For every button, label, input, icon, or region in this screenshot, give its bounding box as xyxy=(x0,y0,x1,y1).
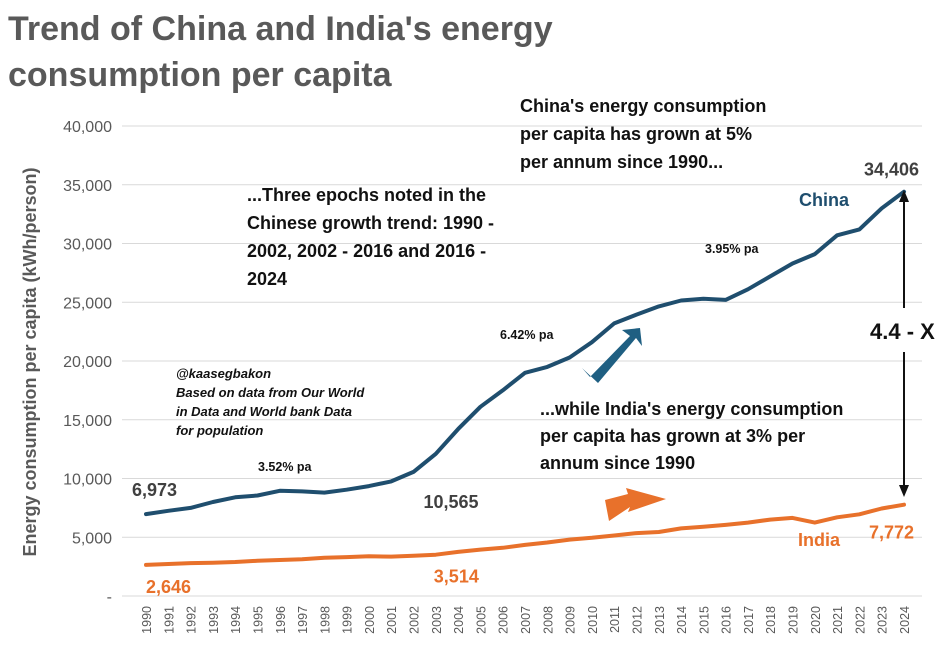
china-growth-note-1: China's energy consumption xyxy=(520,96,766,116)
series-line-india xyxy=(144,502,906,567)
x-tick-label: 2022 xyxy=(853,606,867,634)
epochs-note-1: ...Three epochs noted in the xyxy=(247,185,486,205)
x-tick-label: 1994 xyxy=(229,606,243,634)
y-tick-label: 35,000 xyxy=(63,178,112,195)
india-growth-note-3: annum since 1990 xyxy=(540,453,695,473)
china-trend-arrow xyxy=(582,328,642,383)
x-tick-label: 2003 xyxy=(430,606,444,634)
x-tick-label: 2012 xyxy=(630,606,644,634)
x-tick-label: 1992 xyxy=(185,606,199,634)
china-growth-note-3: per annum since 1990... xyxy=(520,152,723,172)
x-tick-label: 2023 xyxy=(876,606,890,634)
x-tick-label: 1993 xyxy=(207,606,221,634)
x-tick-label: 2007 xyxy=(519,606,533,634)
data-label-india-1990: 2,646 xyxy=(146,577,191,597)
y-axis-label: Energy consumption per capita (kWh/perso… xyxy=(20,167,40,556)
x-tick-label: 2019 xyxy=(787,606,801,634)
data-label-india-2003: 3,514 xyxy=(434,567,479,587)
series-label-china: China xyxy=(799,190,850,210)
x-tick-label: 2010 xyxy=(586,606,600,634)
y-tick-label: - xyxy=(107,589,112,606)
india-trend-arrow xyxy=(605,488,666,521)
x-tick-label: 2011 xyxy=(608,606,622,633)
source-line-1: Based on data from Our World xyxy=(176,385,365,400)
source-line-2: in Data and World bank Data xyxy=(176,404,352,419)
y-tick-label: 30,000 xyxy=(63,237,112,254)
ratio-arrow xyxy=(899,190,909,497)
x-tick-label: 2021 xyxy=(831,606,845,634)
y-axis-ticks: - 5,000 10,000 15,000 20,000 25,000 30,000 35,0… xyxy=(63,119,112,606)
data-label-china-2024: 34,406 xyxy=(864,160,919,180)
x-tick-label: 2013 xyxy=(653,606,667,634)
x-tick-label: 1991 xyxy=(162,606,176,634)
rate-label-epoch-3: 3.95% pa xyxy=(705,242,760,256)
x-tick-label: 2006 xyxy=(497,606,511,634)
x-tick-label: 2008 xyxy=(541,606,555,634)
epochs-note-2: Chinese growth trend: 1990 - xyxy=(247,213,494,233)
x-tick-label: 2020 xyxy=(809,606,823,634)
series-label-india: India xyxy=(798,530,841,550)
data-label-china-2002: 10,565 xyxy=(424,492,479,512)
y-tick-label: 15,000 xyxy=(63,413,112,430)
india-growth-note-2: per capita has grown at 3% per xyxy=(540,426,805,446)
ratio-label: 4.4 - X xyxy=(870,319,935,344)
x-tick-label: 1997 xyxy=(296,606,310,634)
y-tick-label: 10,000 xyxy=(63,472,112,489)
x-tick-label: 1998 xyxy=(318,606,332,634)
x-tick-label: 1999 xyxy=(341,606,355,634)
x-tick-label: 1990 xyxy=(140,606,154,634)
source-line-3: for population xyxy=(176,423,263,438)
chart-title-line-1: Trend of China and India's energy xyxy=(8,10,553,48)
china-growth-note-2: per capita has grown at 5% xyxy=(520,124,752,144)
x-tick-label: 2024 xyxy=(898,606,912,634)
india-growth-note-1: ...while India's energy consumption xyxy=(540,399,843,419)
x-tick-label: 1996 xyxy=(274,606,288,634)
x-tick-label: 2009 xyxy=(564,606,578,634)
x-tick-label: 2014 xyxy=(675,606,689,634)
y-tick-label: 5,000 xyxy=(72,530,112,547)
x-tick-label: 2005 xyxy=(474,606,488,634)
data-label-china-1990: 6,973 xyxy=(132,480,177,500)
x-tick-label: 2018 xyxy=(764,606,778,634)
x-tick-label: 2016 xyxy=(720,606,734,634)
y-tick-label: 40,000 xyxy=(63,119,112,136)
gridlines xyxy=(122,125,922,597)
x-tick-label: 2000 xyxy=(363,606,377,634)
epochs-note-4: 2024 xyxy=(247,269,287,289)
x-tick-label: 1995 xyxy=(251,606,265,634)
rate-label-epoch-1: 3.52% pa xyxy=(258,460,313,474)
series-lines xyxy=(144,189,906,567)
chart-title-line-2: consumption per capita xyxy=(8,56,393,94)
x-tick-label: 2015 xyxy=(697,606,711,634)
x-axis-ticks: 1990 1991 1992 1993 1994 1995 1996 1997 1998 1999… xyxy=(140,606,912,634)
y-tick-label: 25,000 xyxy=(63,295,112,312)
y-tick-label: 20,000 xyxy=(63,354,112,371)
x-tick-label: 2001 xyxy=(385,606,399,634)
x-tick-label: 2017 xyxy=(742,606,756,634)
epochs-note-3: 2002, 2002 - 2016 and 2016 - xyxy=(247,241,486,261)
source-handle: @kaasegbakon xyxy=(176,366,271,381)
rate-label-epoch-2: 6.42% pa xyxy=(500,328,555,342)
x-tick-label: 2002 xyxy=(408,606,422,634)
x-tick-label: 2004 xyxy=(452,606,466,634)
data-label-india-2024: 7,772 xyxy=(869,523,914,543)
